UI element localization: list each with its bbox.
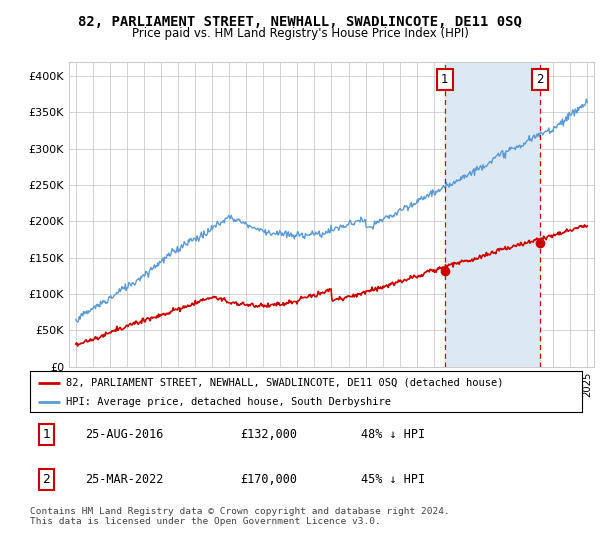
- Text: Contains HM Land Registry data © Crown copyright and database right 2024.
This d: Contains HM Land Registry data © Crown c…: [30, 507, 450, 526]
- Text: Price paid vs. HM Land Registry's House Price Index (HPI): Price paid vs. HM Land Registry's House …: [131, 27, 469, 40]
- Text: 48% ↓ HPI: 48% ↓ HPI: [361, 428, 425, 441]
- Text: 82, PARLIAMENT STREET, NEWHALL, SWADLINCOTE, DE11 0SQ: 82, PARLIAMENT STREET, NEWHALL, SWADLINC…: [78, 15, 522, 29]
- Bar: [445, 62, 540, 367]
- Text: 82, PARLIAMENT STREET, NEWHALL, SWADLINCOTE, DE11 0SQ (detached house): 82, PARLIAMENT STREET, NEWHALL, SWADLINC…: [66, 377, 503, 388]
- Text: £170,000: £170,000: [240, 473, 297, 486]
- Text: 25-AUG-2016: 25-AUG-2016: [85, 428, 164, 441]
- Text: £132,000: £132,000: [240, 428, 297, 441]
- Text: 45% ↓ HPI: 45% ↓ HPI: [361, 473, 425, 486]
- Text: 25-MAR-2022: 25-MAR-2022: [85, 473, 164, 486]
- Text: 2: 2: [43, 473, 50, 486]
- Text: HPI: Average price, detached house, South Derbyshire: HPI: Average price, detached house, Sout…: [66, 396, 391, 407]
- Text: 1: 1: [43, 428, 50, 441]
- Text: 2: 2: [536, 73, 544, 86]
- Text: 1: 1: [441, 73, 449, 86]
